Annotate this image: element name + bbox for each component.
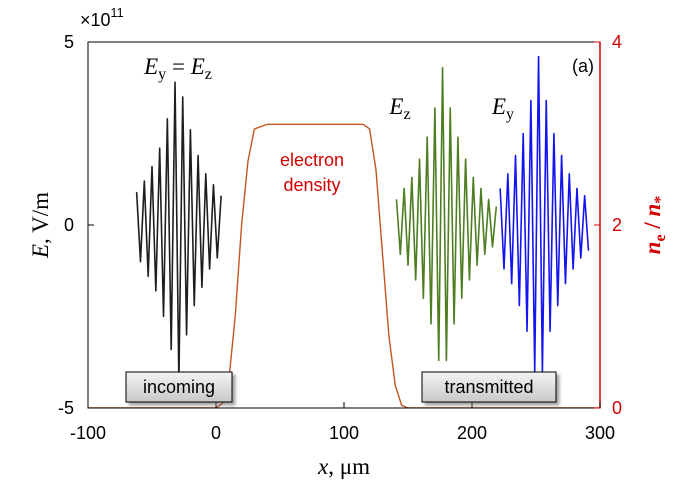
label-part: n bbox=[640, 242, 665, 255]
label-part: ×10 bbox=[80, 10, 111, 30]
label-part: z bbox=[205, 66, 212, 83]
label-part: electron bbox=[280, 150, 344, 170]
label-part: x bbox=[317, 454, 329, 479]
box-label: transmitted bbox=[444, 377, 533, 397]
y-tick-label: -5 bbox=[58, 398, 74, 418]
label-part: e bbox=[652, 234, 669, 241]
label-part: , μm bbox=[328, 454, 370, 479]
annotation: Ey = Ez bbox=[143, 54, 212, 84]
series-line bbox=[499, 55, 590, 373]
label-box bbox=[421, 371, 557, 403]
x-tick-label: 200 bbox=[457, 423, 487, 443]
label-part: * bbox=[652, 196, 669, 204]
label-part: E bbox=[491, 94, 506, 119]
series-line bbox=[135, 81, 222, 384]
y2-tick-label: 0 bbox=[612, 398, 622, 418]
label-part: 11 bbox=[111, 6, 124, 20]
x-tick-label: 100 bbox=[329, 423, 359, 443]
annotation: density bbox=[283, 175, 340, 195]
label-part: E bbox=[388, 94, 403, 119]
x-tick-label: 300 bbox=[585, 423, 615, 443]
label-box bbox=[125, 371, 233, 403]
y2-axis-label: ne / n* bbox=[640, 196, 670, 255]
label-part: E bbox=[190, 54, 205, 79]
label-part: density bbox=[283, 175, 340, 195]
annotation: Ey bbox=[491, 94, 514, 124]
label-part: z bbox=[403, 106, 410, 123]
y-tick-label: 0 bbox=[64, 215, 74, 235]
annotation: (a) bbox=[572, 56, 594, 76]
annotation: Ez bbox=[388, 94, 410, 124]
label-part: y bbox=[506, 106, 514, 123]
label-part: y bbox=[158, 66, 166, 83]
series-line bbox=[88, 123, 600, 408]
label-part: E bbox=[28, 244, 53, 259]
y2-tick-label: 4 bbox=[612, 32, 622, 52]
box-label: incoming bbox=[143, 377, 215, 397]
y2-tick-label: 2 bbox=[612, 215, 622, 235]
label-part: E bbox=[143, 54, 158, 79]
annotation: electron bbox=[280, 150, 344, 170]
label-part: n bbox=[640, 204, 665, 217]
label-part: = bbox=[166, 54, 190, 79]
y-tick-label: 5 bbox=[64, 32, 74, 52]
axis-multiplier: ×1011 bbox=[80, 6, 124, 30]
x-tick-label: 0 bbox=[211, 423, 221, 443]
label-part: , V/m bbox=[28, 192, 53, 244]
plot-area bbox=[88, 55, 600, 408]
x-tick-label: -100 bbox=[70, 423, 106, 443]
label-part: (a) bbox=[572, 56, 594, 76]
x-axis-label: x, μm bbox=[317, 454, 370, 479]
label-part: / bbox=[640, 217, 665, 235]
series-line bbox=[395, 66, 498, 362]
y-axis-label: E, V/m bbox=[28, 192, 53, 259]
